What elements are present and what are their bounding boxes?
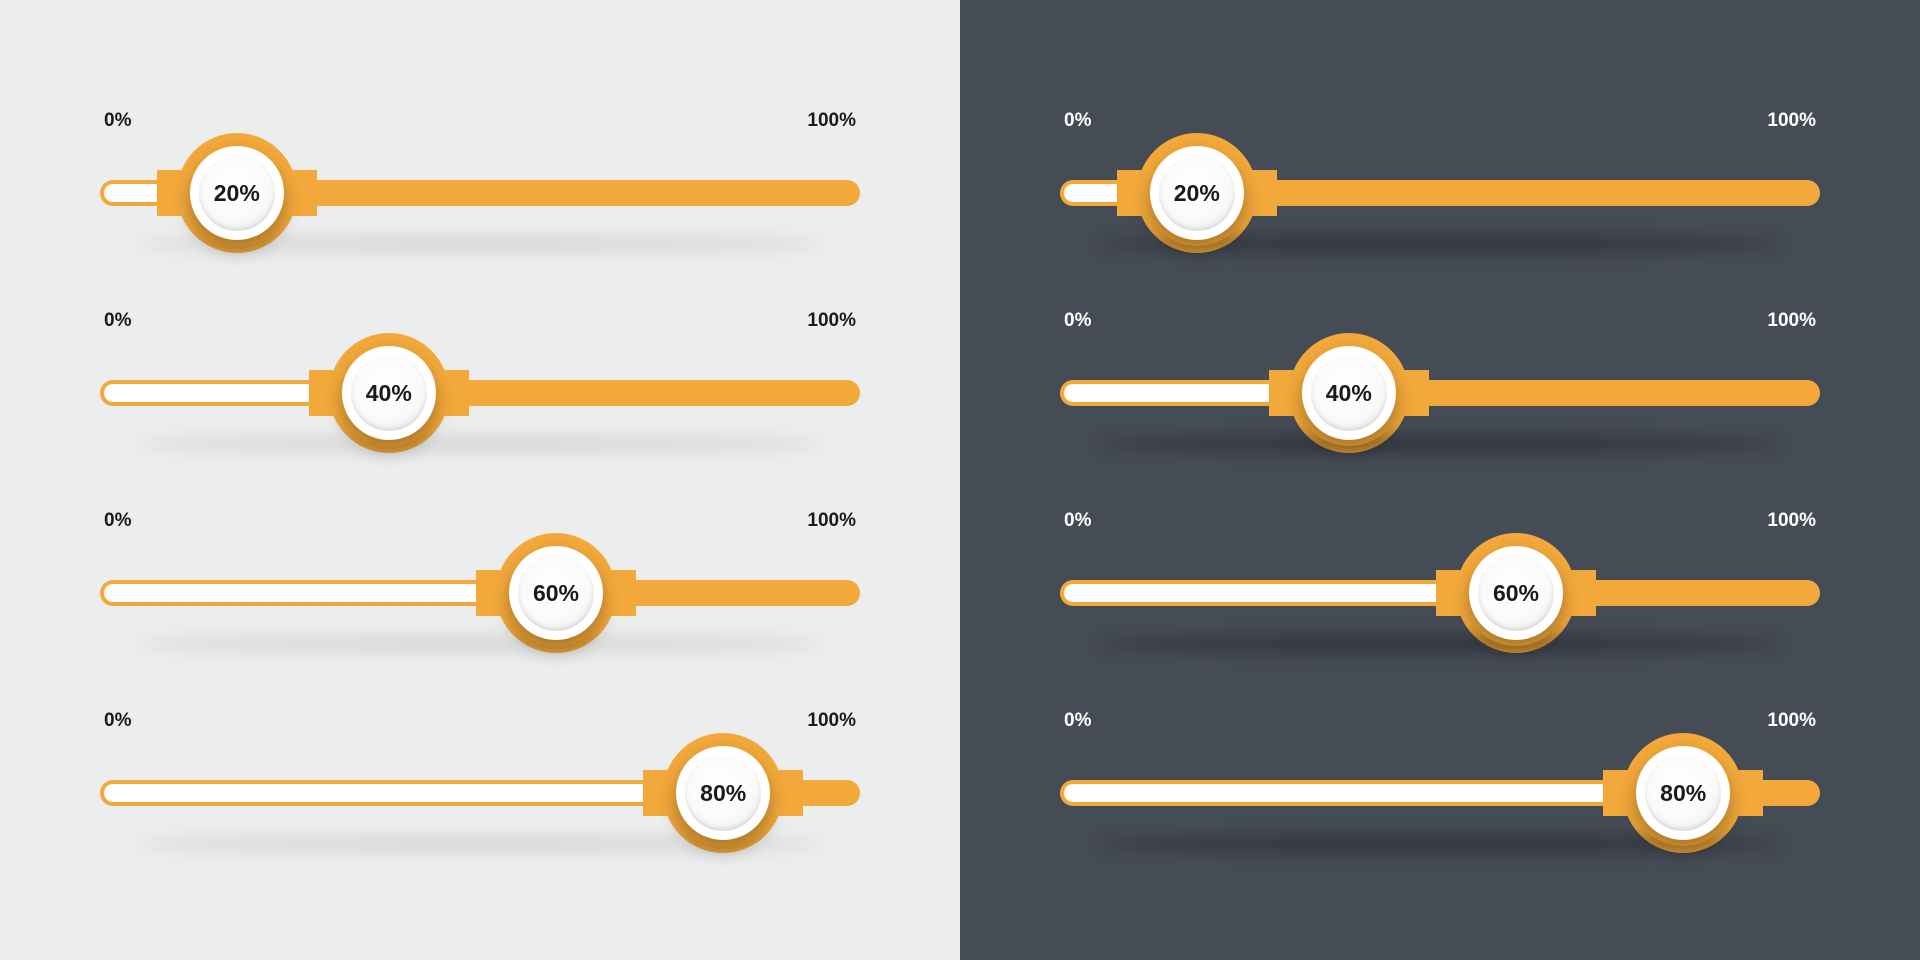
slider-thumb[interactable]: 20%	[184, 140, 290, 246]
label-max: 100%	[807, 710, 856, 732]
slider-labels: 0% 100%	[100, 310, 860, 332]
thumb-ring: 60%	[1469, 546, 1563, 640]
track-empty	[1064, 584, 1470, 602]
slider-labels: 0% 100%	[1060, 310, 1820, 332]
label-min: 0%	[104, 110, 131, 132]
label-min: 0%	[1064, 710, 1091, 732]
slider-labels: 0% 100%	[1060, 510, 1820, 532]
bar-shadow	[138, 438, 822, 450]
track-empty	[104, 584, 510, 602]
slider-labels: 0% 100%	[100, 510, 860, 532]
track-empty	[1064, 784, 1637, 802]
bar-shadow	[1098, 438, 1782, 450]
slider-thumb[interactable]: 60%	[503, 540, 609, 646]
thumb-value: 40%	[1311, 355, 1387, 431]
label-min: 0%	[104, 510, 131, 532]
label-max: 100%	[807, 510, 856, 532]
slider-labels: 0% 100%	[100, 710, 860, 732]
slider-track[interactable]: 60%	[1060, 538, 1820, 648]
slider-thumb[interactable]: 60%	[1463, 540, 1569, 646]
thumb-value: 20%	[1159, 155, 1235, 231]
slider-track[interactable]: 80%	[100, 738, 860, 848]
slider-track[interactable]: 40%	[100, 338, 860, 448]
label-max: 100%	[1767, 710, 1816, 732]
slider-60[interactable]: 0% 100% 60%	[100, 510, 860, 650]
track-empty	[104, 384, 343, 402]
label-max: 100%	[1767, 310, 1816, 332]
thumb-ring: 20%	[190, 146, 284, 240]
bar-shadow	[138, 638, 822, 650]
thumb-value: 80%	[685, 755, 761, 831]
thumb-value: 80%	[1645, 755, 1721, 831]
slider-60[interactable]: 0% 100% 60%	[1060, 510, 1820, 650]
thumb-value: 60%	[518, 555, 594, 631]
thumb-ring: 20%	[1150, 146, 1244, 240]
slider-track[interactable]: 60%	[100, 538, 860, 648]
slider-labels: 0% 100%	[1060, 110, 1820, 132]
slider-track[interactable]: 20%	[100, 138, 860, 248]
label-min: 0%	[1064, 310, 1091, 332]
thumb-ring: 40%	[1302, 346, 1396, 440]
slider-thumb[interactable]: 40%	[1296, 340, 1402, 446]
panel-dark: 0% 100% 20% 0% 100% 40% 0% 100% 60% 0% 100% 80%	[960, 0, 1920, 960]
slider-labels: 0% 100%	[100, 110, 860, 132]
thumb-ring: 40%	[342, 346, 436, 440]
bar-shadow	[1098, 638, 1782, 650]
slider-thumb[interactable]: 20%	[1144, 140, 1250, 246]
slider-20[interactable]: 0% 100% 20%	[100, 110, 860, 250]
label-min: 0%	[104, 310, 131, 332]
label-max: 100%	[1767, 110, 1816, 132]
thumb-value: 20%	[199, 155, 275, 231]
slider-track[interactable]: 40%	[1060, 338, 1820, 448]
label-max: 100%	[807, 310, 856, 332]
slider-thumb[interactable]: 40%	[336, 340, 442, 446]
slider-40[interactable]: 0% 100% 40%	[1060, 310, 1820, 450]
track-empty	[1064, 384, 1303, 402]
thumb-ring: 80%	[676, 746, 770, 840]
slider-thumb[interactable]: 80%	[1630, 740, 1736, 846]
label-min: 0%	[104, 710, 131, 732]
slider-labels: 0% 100%	[1060, 710, 1820, 732]
label-max: 100%	[807, 110, 856, 132]
label-min: 0%	[1064, 510, 1091, 532]
slider-20[interactable]: 0% 100% 20%	[1060, 110, 1820, 250]
slider-track[interactable]: 20%	[1060, 138, 1820, 248]
slider-80[interactable]: 0% 100% 80%	[1060, 710, 1820, 850]
slider-80[interactable]: 0% 100% 80%	[100, 710, 860, 850]
track-empty	[104, 784, 677, 802]
slider-thumb[interactable]: 80%	[670, 740, 776, 846]
slider-track[interactable]: 80%	[1060, 738, 1820, 848]
thumb-value: 40%	[351, 355, 427, 431]
slider-40[interactable]: 0% 100% 40%	[100, 310, 860, 450]
thumb-ring: 80%	[1636, 746, 1730, 840]
thumb-ring: 60%	[509, 546, 603, 640]
label-max: 100%	[1767, 510, 1816, 532]
label-min: 0%	[1064, 110, 1091, 132]
thumb-value: 60%	[1478, 555, 1554, 631]
panel-light: 0% 100% 20% 0% 100% 40% 0% 100% 60% 0% 100% 80%	[0, 0, 960, 960]
